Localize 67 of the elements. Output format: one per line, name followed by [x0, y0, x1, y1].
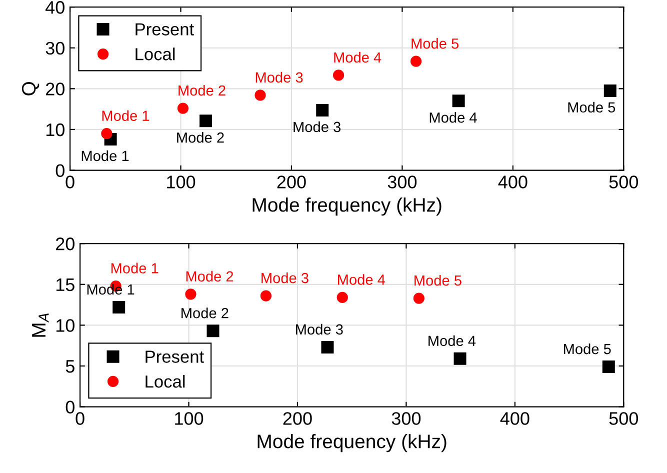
annotation: Mode 2: [178, 84, 226, 96]
annotation: Mode 3: [256, 72, 303, 83]
x-tick-label: 300: [392, 412, 421, 425]
x-axis-title: Mode frequency (kHz): [258, 434, 446, 452]
annotation: Mode 5: [564, 343, 611, 354]
x-tick-label: 0: [76, 412, 84, 425]
x-tick-label: 200: [283, 412, 312, 425]
point: [206, 324, 220, 338]
x-tick-label: 500: [609, 176, 638, 188]
annotation: Mode 3: [294, 121, 340, 132]
x-tick-label: 200: [277, 176, 306, 188]
y-tick-label: 40: [46, 1, 64, 14]
annotation: Mode 1: [87, 284, 134, 295]
legend-label: Present: [136, 23, 194, 36]
annotation: Mode 1: [102, 110, 150, 121]
annotation: Mode 4: [430, 112, 477, 123]
legend-label: Local: [136, 48, 175, 60]
annotation: Mode 1: [82, 150, 129, 162]
y-tick-label: 20: [56, 238, 74, 250]
y-tick-label: 10: [46, 123, 64, 136]
x-tick-label: 400: [500, 412, 530, 425]
point: [260, 290, 272, 302]
point: [454, 352, 466, 365]
point: [336, 292, 348, 303]
annotation: Mode 5: [414, 274, 462, 286]
y-tick-label: 15: [56, 278, 74, 292]
annotation: Mode 4: [428, 335, 476, 346]
annotation: Mode 3: [262, 272, 308, 284]
annotation: Mode 5: [568, 102, 616, 113]
y-axis-title: Q: [22, 82, 40, 96]
point: [452, 94, 465, 108]
point: [185, 288, 196, 300]
annotation: Mode 4: [334, 52, 382, 63]
x-tick-label: 300: [388, 176, 417, 188]
point: [604, 84, 616, 97]
y-tick-label: 20: [46, 82, 64, 96]
x-tick-label: 400: [498, 176, 528, 188]
y-tick-label: 0: [56, 164, 64, 177]
point: [321, 340, 334, 354]
annotation: Mode 3: [296, 324, 343, 335]
point: [316, 104, 329, 117]
annotation: Mode 1: [111, 262, 158, 274]
y-tick-label: 5: [66, 360, 74, 373]
annotation: Mode 2: [177, 132, 224, 143]
point: [101, 128, 112, 140]
y-tick-label: 10: [56, 319, 74, 332]
y-axis-title: M$_{A}$: [32, 314, 49, 337]
point: [254, 90, 266, 101]
annotation: Mode 5: [412, 38, 459, 49]
y-tick-label: 30: [46, 42, 64, 55]
annotation: Mode 4: [338, 274, 386, 285]
point: [602, 360, 615, 374]
x-tick-label: 100: [175, 412, 204, 425]
point: [332, 70, 344, 81]
y-tick-label: 0: [66, 400, 74, 414]
legend-label: Present: [146, 350, 204, 363]
x-tick-label: 500: [609, 412, 638, 425]
point: [413, 292, 424, 304]
annotation: Mode 2: [182, 308, 228, 318]
point: [200, 114, 212, 128]
legend-label: Local: [146, 374, 185, 388]
point: [112, 300, 126, 314]
annotation: Mode 2: [186, 270, 234, 282]
point: [410, 56, 422, 67]
x-axis-title: Mode frequency (kHz): [252, 198, 442, 216]
point: [177, 102, 189, 114]
x-tick-label: 100: [167, 176, 196, 188]
